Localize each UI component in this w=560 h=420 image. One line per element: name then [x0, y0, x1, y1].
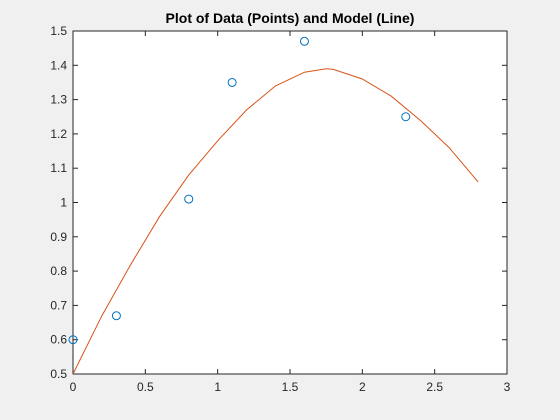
x-axis: 0 0.5 1 1.5 2 2.5 3 [70, 31, 511, 394]
y-tick-label: 1 [60, 196, 67, 210]
data-points-series [68, 36, 411, 345]
x-tick-label: 2.5 [426, 380, 443, 394]
data-point [299, 36, 309, 46]
y-tick-label: 0.6 [50, 333, 67, 347]
axes-background [73, 31, 507, 374]
y-tick-label: 1.1 [50, 161, 67, 175]
data-point [68, 335, 78, 345]
x-tick-label: 0.5 [137, 380, 154, 394]
data-point [184, 194, 194, 204]
x-tick-label: 0 [70, 380, 77, 394]
data-point [111, 311, 121, 321]
x-tick-label: 1.5 [282, 380, 299, 394]
model-line-series [72, 68, 479, 375]
y-tick-label: 0.5 [50, 367, 67, 381]
y-tick-label: 1.4 [50, 58, 67, 72]
y-tick-label: 1.5 [50, 24, 67, 38]
y-axis: 0.5 0.6 0.7 0.8 0.9 1 1.1 1.2 1.3 1.4 1.5 [50, 24, 507, 381]
chart-title: Plot of Data (Points) and Model (Line) [166, 10, 415, 26]
x-tick-label: 2 [359, 380, 366, 394]
data-point [227, 77, 237, 87]
y-tick-label: 0.7 [50, 298, 67, 312]
x-tick-label: 1 [214, 380, 221, 394]
y-tick-label: 1.2 [50, 127, 67, 141]
y-tick-label: 0.9 [50, 230, 67, 244]
y-tick-label: 1.3 [50, 93, 67, 107]
x-tick-label: 3 [504, 380, 511, 394]
y-tick-label: 0.8 [50, 264, 67, 278]
model-line [72, 68, 479, 375]
data-point [401, 112, 411, 122]
